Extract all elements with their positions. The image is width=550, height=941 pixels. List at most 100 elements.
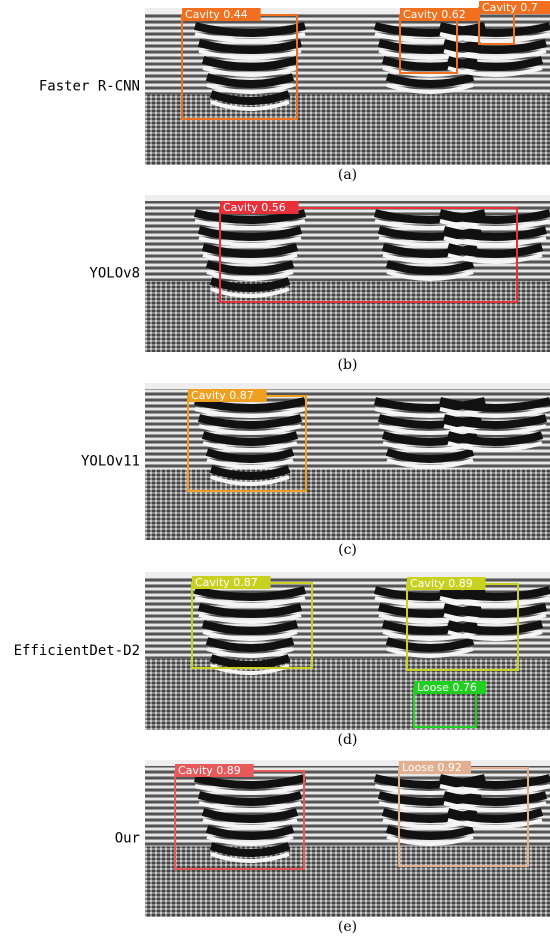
panel-caption: (c) bbox=[338, 542, 357, 558]
reflection-band bbox=[439, 407, 550, 418]
detection-label: Cavity 0.44 bbox=[185, 8, 248, 21]
gpr-image bbox=[145, 8, 550, 165]
reflection-band bbox=[201, 56, 299, 71]
gpr-image bbox=[145, 572, 550, 730]
gpr-image bbox=[145, 195, 550, 352]
reflection-band bbox=[439, 32, 550, 43]
reflection-band bbox=[198, 236, 302, 247]
image-top bbox=[145, 8, 550, 14]
reflection-band bbox=[206, 647, 294, 658]
reflection-band bbox=[442, 603, 548, 618]
reflection-band bbox=[385, 73, 475, 88]
gpr-image bbox=[145, 760, 550, 917]
method-label: YOLOv11 bbox=[81, 454, 140, 470]
reflection-band bbox=[209, 842, 291, 857]
reflection-band bbox=[442, 414, 548, 429]
reflection-band bbox=[202, 441, 298, 452]
reflection-band bbox=[439, 586, 550, 601]
reflection-band bbox=[210, 475, 290, 486]
reflection-band bbox=[439, 774, 550, 789]
reflection-band bbox=[374, 219, 486, 230]
reflection-band bbox=[385, 260, 475, 275]
detection-label: Cavity 0.62 bbox=[403, 8, 466, 21]
reflection-band bbox=[205, 73, 295, 88]
reflection-band bbox=[439, 596, 550, 607]
image-noise bbox=[145, 846, 550, 917]
image-noise bbox=[145, 281, 550, 352]
reflection-band bbox=[198, 424, 302, 435]
detection-label: Cavity 0.89 bbox=[410, 577, 473, 590]
reflection-band bbox=[201, 243, 299, 258]
panel-caption: (a) bbox=[338, 167, 357, 183]
detection-label: Loose 0.92 bbox=[402, 761, 462, 774]
reflection-band bbox=[198, 613, 302, 624]
reflection-band bbox=[447, 818, 543, 829]
method-label: Faster R-CNN bbox=[39, 79, 140, 95]
reflection-band bbox=[378, 49, 482, 60]
detection-label: Cavity 0.87 bbox=[191, 389, 254, 402]
reflection-band bbox=[210, 852, 290, 863]
detection-tag bbox=[414, 681, 486, 694]
reflection-band bbox=[209, 277, 291, 292]
reflection-band bbox=[386, 83, 474, 94]
reflection-band bbox=[439, 784, 550, 795]
reflection-band bbox=[374, 596, 486, 607]
reflection-band bbox=[439, 219, 550, 230]
reflection-band bbox=[194, 397, 306, 412]
reflection-band bbox=[374, 32, 486, 43]
reflection-band bbox=[378, 424, 482, 435]
reflection-band bbox=[378, 236, 482, 247]
detection-tag bbox=[188, 389, 267, 402]
reflection-band bbox=[446, 431, 544, 446]
reflection-band bbox=[374, 407, 486, 418]
reflection-band bbox=[210, 100, 290, 111]
method-label: EfficientDet-D2 bbox=[14, 643, 140, 659]
reflection-band bbox=[194, 219, 306, 230]
reflection-band bbox=[194, 32, 306, 43]
reflection-band bbox=[382, 441, 478, 452]
image-top bbox=[145, 760, 550, 766]
reflection-band bbox=[446, 620, 544, 635]
detection-tag bbox=[220, 201, 299, 214]
image-top bbox=[145, 383, 550, 389]
reflection-band bbox=[385, 448, 475, 463]
reflection-band bbox=[439, 209, 550, 224]
detection-tag bbox=[479, 1, 550, 14]
reflection-band bbox=[202, 630, 298, 641]
reflection-band bbox=[202, 253, 298, 264]
reflection-band bbox=[201, 431, 299, 446]
reflection-band bbox=[378, 613, 482, 624]
detection-tag bbox=[182, 8, 261, 21]
reflection-band bbox=[194, 596, 306, 607]
reflection-band bbox=[210, 287, 290, 298]
reflection-band bbox=[206, 83, 294, 94]
reflection-band bbox=[194, 407, 306, 418]
reflection-band bbox=[198, 49, 302, 60]
detection-box bbox=[219, 207, 518, 303]
reflection-band bbox=[206, 835, 294, 846]
reflection-band bbox=[443, 801, 547, 812]
reflection-band bbox=[198, 801, 302, 812]
reflection-band bbox=[382, 253, 478, 264]
reflection-band bbox=[194, 784, 306, 795]
reflection-band bbox=[439, 397, 550, 412]
reflection-band bbox=[386, 647, 474, 658]
reflection-band bbox=[385, 637, 475, 652]
reflection-band bbox=[385, 825, 475, 840]
reflection-band bbox=[202, 818, 298, 829]
reflection-band bbox=[447, 441, 543, 452]
detection-tag bbox=[400, 8, 479, 21]
detection-tag bbox=[192, 576, 271, 589]
reflection-band bbox=[194, 22, 306, 37]
reflection-band bbox=[382, 818, 478, 829]
detection-tag bbox=[399, 761, 471, 774]
image-noise bbox=[145, 94, 550, 165]
reflection-band bbox=[201, 808, 299, 823]
reflection-band bbox=[447, 630, 543, 641]
reflection-band bbox=[443, 236, 547, 247]
reflection-band bbox=[386, 270, 474, 281]
reflection-band bbox=[386, 458, 474, 469]
reflection-band bbox=[206, 270, 294, 281]
reflection-band bbox=[205, 637, 295, 652]
